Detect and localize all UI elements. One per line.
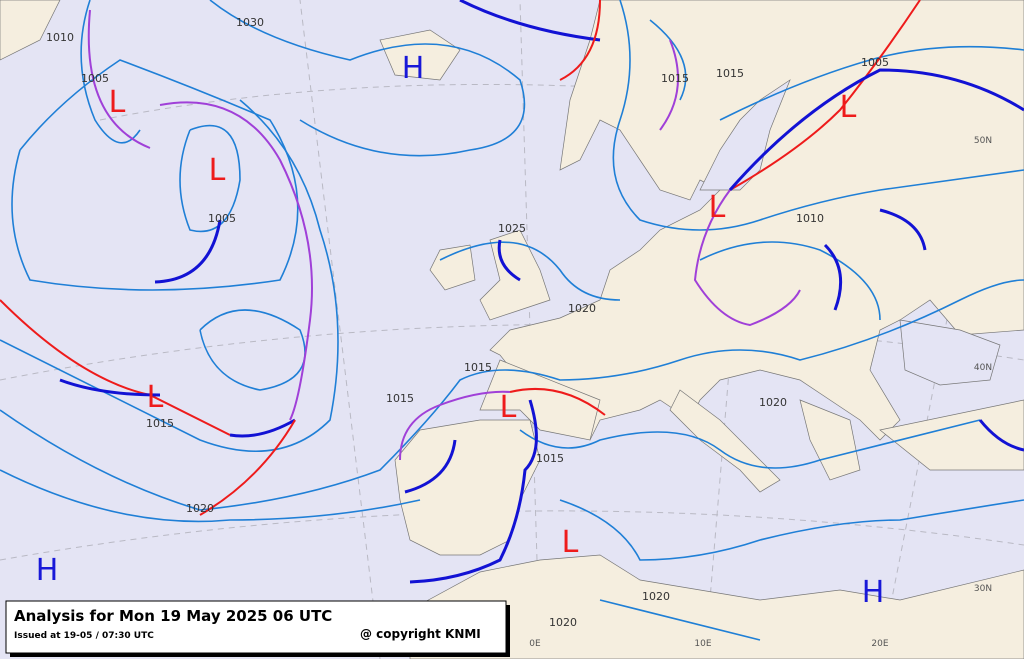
isobar-label: 1005 [208,212,236,225]
fronts [0,0,1024,584]
isobar-label: 1020 [549,616,577,629]
title-box: Analysis for Mon 19 May 2025 06 UTC Issu… [5,600,510,657]
pressure-center: L [209,153,226,188]
isobar-label: 1015 [146,417,174,430]
pressure-center: H [402,51,425,86]
isobar-label: 1020 [186,502,214,515]
grid-label: 0E [529,639,541,649]
isobar-label: 1010 [46,31,74,44]
isobar-label: 1020 [568,302,596,315]
pressure-center: L [147,380,164,415]
grid-label: 10E [694,639,711,649]
copyright: @ copyright KNMI [360,627,481,641]
isobar-label: 1015 [661,72,689,85]
isobar-label: 1015 [716,67,744,80]
isobar-label: 1005 [81,72,109,85]
isobar-label: 1010 [796,212,824,225]
isobar-label: 1030 [236,16,264,29]
isobar-label: 1025 [498,222,526,235]
pressure-center: L [562,525,579,560]
issued: Issued at 19-05 / 07:30 UTC [14,631,154,641]
isobar-label: 1015 [386,392,414,405]
pressure-center: L [500,390,517,425]
grid-label: 50N [974,136,992,146]
grid-label: 30N [974,584,992,594]
isobar-label: 1020 [642,590,670,603]
isobar-label: 1015 [536,452,564,465]
grid-label: 40N [974,363,992,373]
pressure-center: L [709,190,726,225]
isobar-label: 1020 [759,396,787,409]
pressure-center: L [840,90,857,125]
isobar-label: 1015 [464,361,492,374]
box [5,600,507,654]
isobars [0,0,1024,641]
labels: H L L L L L L L H H 1010 1030 1005 1015 1015 1005 1005 10… [36,16,992,649]
title: Analysis for Mon 19 May 2025 06 UTC [14,607,332,625]
pressure-center: H [862,575,885,610]
isobar-label: 1005 [861,56,889,69]
pressure-center: H [36,553,59,588]
pressure-center: L [109,85,126,120]
grid-label: 20E [871,639,888,649]
